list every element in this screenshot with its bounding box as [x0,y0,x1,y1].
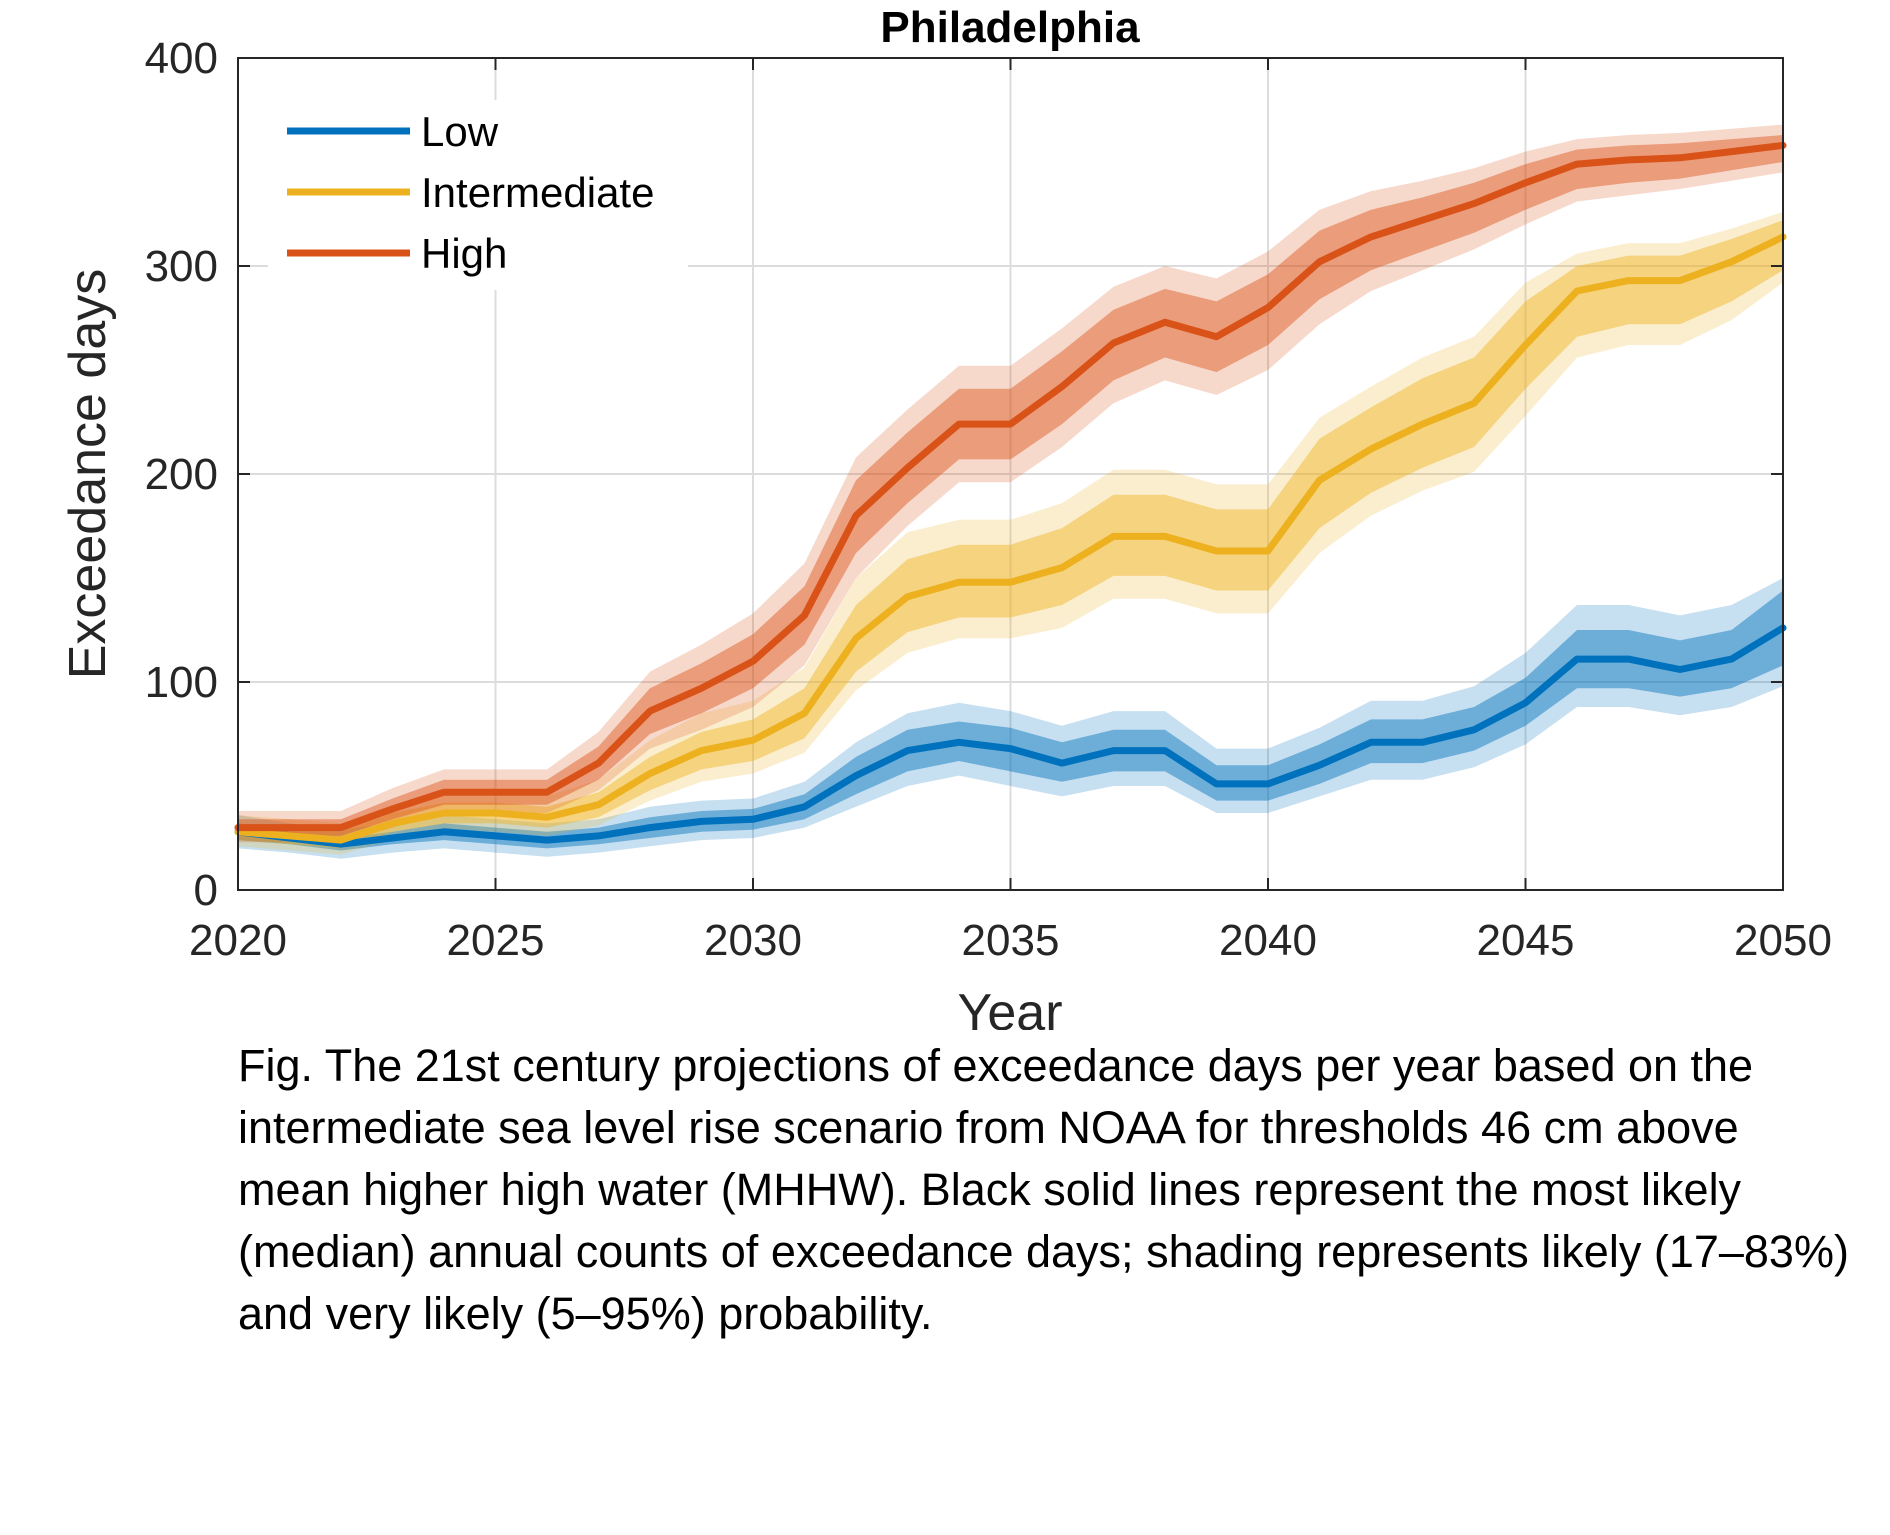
y-axis-label: Exceedance days [59,269,117,680]
chart-title: Philadelphia [880,3,1140,52]
legend-label-high: High [421,230,507,277]
y-tick-label: 200 [145,450,218,499]
intermediate-median-line [234,233,1787,844]
y-tick-label: 400 [145,34,218,83]
low-very-likely-band [238,578,1783,859]
y-tick-label: 0 [194,866,218,915]
x-tick-label: 2030 [704,916,802,965]
x-tick-label: 2040 [1219,916,1317,965]
legend-label-intermediate: Intermediate [421,169,654,216]
x-tick-label: 2045 [1477,916,1575,965]
x-tick-label: 2020 [189,916,287,965]
y-tick-label: 300 [145,242,218,291]
y-tick-label: 100 [145,658,218,707]
exceedance-chart: Philadelphia 2020 2025 2030 2035 2040 2045 205… [59,3,1832,1030]
legend: Low Intermediate High [268,100,688,290]
intermediate-very-likely-band [238,211,1783,855]
x-tick-label: 2035 [962,916,1060,965]
legend-label-low: Low [421,108,499,155]
low-median-line [234,624,1787,848]
y-axis-ticks: 0 100 200 300 400 [145,34,1783,915]
figure-caption: Fig. The 21st century projections of exc… [238,1040,1849,1339]
low-likely-band [238,590,1783,851]
high-median-line [234,141,1787,832]
x-axis-ticks: 2020 2025 2030 2035 2040 2045 2050 [189,58,1832,965]
x-tick-label: 2025 [447,916,545,965]
x-tick-label: 2050 [1734,916,1832,965]
x-axis-label: Year [957,984,1062,1030]
median-lines [234,141,1787,848]
